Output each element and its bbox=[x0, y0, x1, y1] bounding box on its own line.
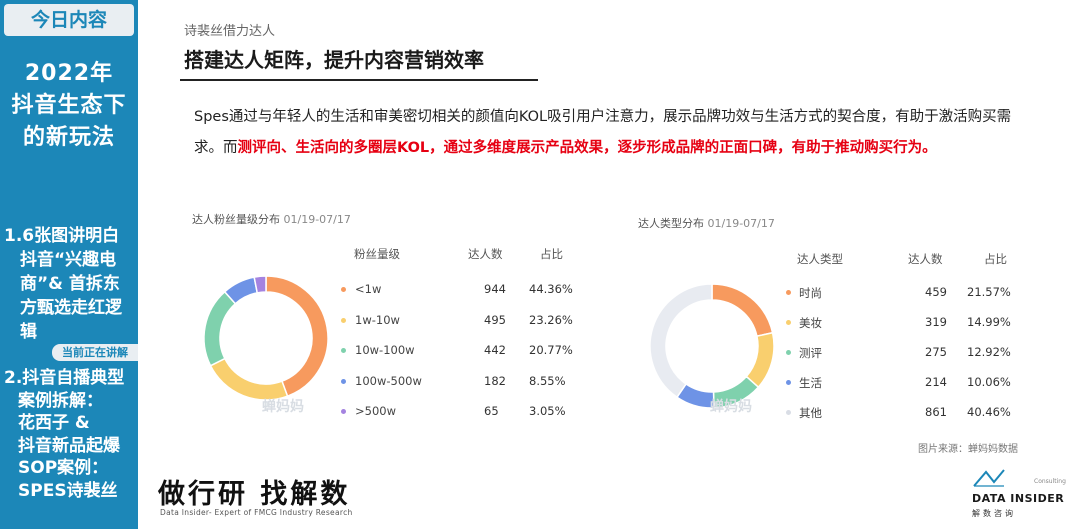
chart1-legend-dot bbox=[341, 409, 346, 414]
chart2-legend-dot bbox=[786, 350, 791, 355]
chart1-legend-dot bbox=[341, 348, 346, 353]
chart2-row-label: 美妆 bbox=[799, 316, 822, 330]
chart1-slice-2 bbox=[203, 290, 237, 367]
chart1-row-label: >500w bbox=[355, 404, 396, 418]
chart1-row-count: 944 bbox=[484, 282, 506, 296]
chart1-title-text: 达人粉丝量级分布 bbox=[192, 213, 280, 226]
chart1-row-label: 100w-500w bbox=[355, 373, 422, 388]
sidebar-section1-line: 商”& 首拆东 bbox=[20, 274, 120, 294]
sidebar-section1-line: 抖音“兴趣电 bbox=[20, 250, 117, 270]
footer-di-consulting: Consulting bbox=[1034, 478, 1066, 485]
sidebar: 今日内容 2022年 抖音生态下 的新玩法 1.6张图讲明白 抖音“兴趣电 商”… bbox=[0, 0, 138, 529]
chart2-slice-0 bbox=[711, 283, 774, 338]
sidebar-section2-line: 2.抖音自播典型 bbox=[4, 368, 125, 388]
chart1-row-pct: 23.26% bbox=[529, 312, 573, 327]
chart2-col-header: 达人类型 bbox=[797, 252, 843, 266]
footer-di-name: DATA INSIDER bbox=[972, 492, 1065, 505]
chart2-slice-1 bbox=[745, 331, 775, 389]
sidebar-year-line: 抖音生态下 bbox=[11, 93, 127, 118]
sidebar-tab-today[interactable]: 今日内容 bbox=[4, 4, 134, 36]
chart2-title-text: 达人类型分布 bbox=[638, 217, 704, 230]
section-kicker: 诗裴丝借力达人 bbox=[184, 24, 276, 39]
chart2-row-pct: 14.99% bbox=[967, 315, 1011, 329]
footer-logo-tagline: Data Insider- Expert of FMCG Industry Re… bbox=[160, 508, 353, 517]
chart1-date: 01/19-07/17 bbox=[283, 213, 351, 226]
chart1-row-count: 442 bbox=[484, 343, 506, 357]
chart1-row-pct: 8.55% bbox=[529, 373, 566, 388]
chart1-row-label: 10w-100w bbox=[355, 343, 415, 357]
chart1-col-header: 占比 bbox=[540, 247, 563, 261]
chart2-row-pct: 10.06% bbox=[967, 375, 1011, 389]
title-underline bbox=[180, 79, 538, 81]
sidebar-year-line: 的新玩法 bbox=[22, 125, 115, 150]
chart2-donut bbox=[649, 283, 775, 409]
chart2-legend-dot bbox=[786, 290, 791, 295]
chart1-slice-0 bbox=[265, 275, 329, 398]
chart1-legend-dot bbox=[341, 287, 346, 292]
current-badge: 当前正在讲解 bbox=[52, 344, 138, 361]
chart2-col-header: 达人数 bbox=[908, 252, 943, 266]
sidebar-item-section2[interactable]: 2.抖音自播典型 案例拆解： 花西子 & 抖音新品起爆 SOP案例： SPES诗… bbox=[4, 367, 136, 502]
chart2-row-pct: 12.92% bbox=[967, 345, 1011, 359]
paragraph-text: Spes通过与年轻人的生活和审美密切相关的颜值向KOL吸引用户注意力，展示品牌功… bbox=[194, 109, 1012, 156]
sidebar-section1-line: 1.6张图讲明白 bbox=[4, 226, 120, 246]
chart2-row-label: 其他 bbox=[799, 406, 822, 420]
chart2-row-label: 时尚 bbox=[799, 286, 822, 300]
body-paragraph: Spes通过与年轻人的生活和审美密切相关的颜值向KOL吸引用户注意力，展示品牌功… bbox=[194, 102, 1024, 164]
chart1-row-pct: 20.77% bbox=[529, 343, 573, 357]
sidebar-section1-line: 方甄选走红逻 bbox=[20, 298, 122, 318]
sidebar-section1-line: 辑 bbox=[20, 322, 37, 342]
chart2-row-count: 319 bbox=[925, 315, 947, 329]
chart1-row-label: 1w-10w bbox=[355, 312, 400, 327]
chart2-row-count: 861 bbox=[925, 405, 947, 419]
chart1-col-header: 达人数 bbox=[468, 247, 503, 261]
chart2-row-count: 459 bbox=[925, 285, 947, 299]
chart2-legend-dot bbox=[786, 380, 791, 385]
sidebar-section2-line: SOP案例： bbox=[18, 458, 109, 478]
chart1-row-pct: 44.36% bbox=[529, 282, 573, 296]
chart1-row-count: 65 bbox=[484, 404, 499, 418]
sidebar-section2-line: 抖音新品起爆 bbox=[18, 435, 120, 456]
chart1-watermark: 蝉妈妈 bbox=[262, 399, 304, 415]
chart1-col-header: 粉丝量级 bbox=[354, 247, 400, 261]
chart1-legend-dot bbox=[341, 378, 346, 384]
chart2-row-pct: 21.57% bbox=[967, 285, 1011, 299]
image-source: 图片来源：蝉妈妈数据 bbox=[918, 444, 1018, 455]
page-title: 搭建达人矩阵，提升内容营销效率 bbox=[184, 48, 484, 72]
chart1-row-count: 182 bbox=[484, 373, 506, 388]
footer-di-cn: 解数咨询 bbox=[972, 509, 1016, 518]
chart2-watermark: 蝉妈妈 bbox=[710, 399, 752, 415]
chart2-legend-dot bbox=[786, 410, 791, 415]
chart1-legend-dot bbox=[341, 317, 346, 323]
chart1-row-count: 495 bbox=[484, 312, 506, 327]
chart1-slice-4 bbox=[253, 275, 267, 294]
chart1-slice-1 bbox=[209, 357, 289, 401]
chart1-title: 达人粉丝量级分布 01/19-07/17 bbox=[192, 211, 351, 227]
chart2-legend-dot bbox=[786, 320, 791, 325]
chart2-col-header: 占比 bbox=[984, 252, 1007, 266]
chart2-row-pct: 40.46% bbox=[967, 405, 1011, 419]
chart2-slice-4 bbox=[649, 283, 713, 399]
sidebar-section2-line: 案例拆解： bbox=[18, 390, 103, 411]
chart1-row-label: <1w bbox=[355, 282, 382, 296]
paragraph-highlight: 测评向、生活向的多圈层KOL，通过多维度展示产品效果，逐步形成品牌的正面口碑，有… bbox=[237, 140, 937, 156]
chart2-row-count: 214 bbox=[925, 375, 947, 389]
sidebar-section2-line: SPES诗裴丝 bbox=[18, 480, 118, 501]
chart2-date: 01/19-07/17 bbox=[707, 217, 775, 230]
data-insider-logo-icon bbox=[973, 469, 1005, 487]
sidebar-year-line: 2022年 bbox=[24, 61, 114, 86]
chart2-row-count: 275 bbox=[925, 345, 947, 359]
sidebar-item-section1[interactable]: 1.6张图讲明白 抖音“兴趣电 商”& 首拆东 方甄选走红逻 辑 bbox=[4, 224, 136, 344]
chart2-row-label: 测评 bbox=[799, 346, 822, 360]
sidebar-section2-line: 花西子 & bbox=[18, 413, 90, 433]
chart1-row-pct: 3.05% bbox=[529, 404, 566, 418]
sidebar-year-title[interactable]: 2022年 抖音生态下 的新玩法 bbox=[0, 58, 138, 154]
chart2-row-label: 生活 bbox=[799, 376, 822, 390]
chart1-donut bbox=[203, 275, 329, 401]
chart2-title: 达人类型分布 01/19-07/17 bbox=[638, 215, 775, 231]
footer-logo-slogan: 做行研 找解数 bbox=[158, 479, 351, 510]
